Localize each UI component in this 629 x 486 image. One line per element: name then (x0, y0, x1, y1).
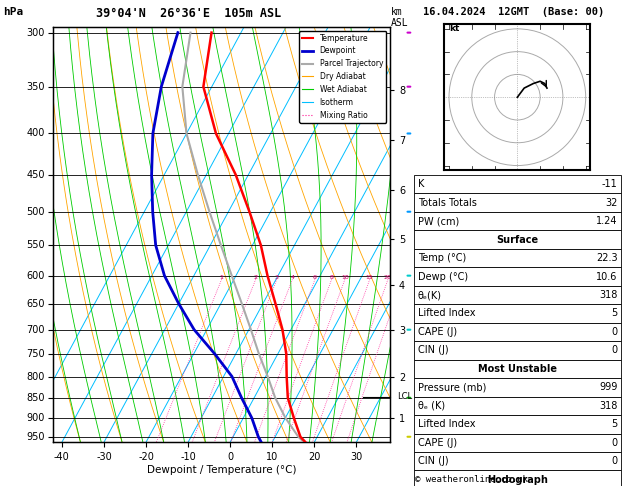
Text: 350: 350 (26, 82, 45, 92)
Text: Lifted Index: Lifted Index (418, 419, 475, 429)
Text: 2: 2 (253, 275, 257, 280)
Text: 39°04'N  26°36'E  105m ASL: 39°04'N 26°36'E 105m ASL (96, 7, 281, 20)
Text: Lifted Index: Lifted Index (418, 309, 475, 318)
Text: ASL: ASL (391, 18, 409, 28)
Text: 8: 8 (330, 275, 333, 280)
Text: 10.6: 10.6 (596, 272, 618, 281)
Text: LCL: LCL (397, 392, 412, 401)
Text: PW (cm): PW (cm) (418, 216, 459, 226)
Text: Temp (°C): Temp (°C) (418, 253, 466, 263)
Text: 3: 3 (275, 275, 279, 280)
Text: 550: 550 (26, 240, 45, 250)
Legend: Temperature, Dewpoint, Parcel Trajectory, Dry Adiabat, Wet Adiabat, Isotherm, Mi: Temperature, Dewpoint, Parcel Trajectory… (299, 31, 386, 122)
Text: Totals Totals: Totals Totals (418, 198, 477, 208)
Text: 450: 450 (26, 170, 45, 180)
Text: 900: 900 (26, 413, 45, 423)
Text: Surface: Surface (497, 235, 538, 244)
Text: 318: 318 (599, 401, 618, 411)
Text: CAPE (J): CAPE (J) (418, 327, 457, 337)
Text: 999: 999 (599, 382, 618, 392)
Text: 4: 4 (290, 275, 294, 280)
Text: 850: 850 (26, 393, 45, 403)
Text: 650: 650 (26, 299, 45, 309)
Text: 0: 0 (611, 327, 618, 337)
Text: 0: 0 (611, 346, 618, 355)
Text: 300: 300 (26, 28, 45, 37)
Text: 22.3: 22.3 (596, 253, 618, 263)
Text: 700: 700 (26, 325, 45, 335)
Text: 1.24: 1.24 (596, 216, 618, 226)
Text: 750: 750 (26, 349, 45, 359)
Text: 800: 800 (26, 371, 45, 382)
Text: km: km (391, 7, 403, 17)
Text: 5: 5 (611, 419, 618, 429)
Text: θₑ(K): θₑ(K) (418, 290, 442, 300)
Text: K: K (418, 179, 424, 189)
Text: 0: 0 (611, 456, 618, 466)
Text: 318: 318 (599, 290, 618, 300)
Text: 400: 400 (26, 128, 45, 139)
Text: 950: 950 (26, 432, 45, 442)
Text: 16.04.2024  12GMT  (Base: 00): 16.04.2024 12GMT (Base: 00) (423, 7, 604, 17)
Text: Dewp (°C): Dewp (°C) (418, 272, 468, 281)
Text: CIN (J): CIN (J) (418, 456, 448, 466)
Text: CAPE (J): CAPE (J) (418, 438, 457, 448)
Text: hPa: hPa (3, 7, 23, 17)
Text: Mixing Ratio (g/kg): Mixing Ratio (g/kg) (416, 195, 425, 274)
Text: 15: 15 (365, 275, 374, 280)
Text: © weatheronline.co.uk: © weatheronline.co.uk (415, 474, 528, 484)
Text: kt: kt (449, 24, 459, 33)
Text: 1: 1 (220, 275, 223, 280)
Text: 32: 32 (605, 198, 618, 208)
Text: Most Unstable: Most Unstable (478, 364, 557, 374)
Text: 500: 500 (26, 207, 45, 217)
Text: θₑ (K): θₑ (K) (418, 401, 445, 411)
Text: 6: 6 (313, 275, 317, 280)
Text: 10: 10 (341, 275, 348, 280)
Text: 600: 600 (26, 271, 45, 280)
Text: 20: 20 (384, 275, 392, 280)
Text: 5: 5 (611, 309, 618, 318)
Text: Pressure (mb): Pressure (mb) (418, 382, 486, 392)
X-axis label: Dewpoint / Temperature (°C): Dewpoint / Temperature (°C) (147, 465, 296, 475)
Text: Hodograph: Hodograph (487, 475, 548, 485)
Text: 0: 0 (611, 438, 618, 448)
Text: CIN (J): CIN (J) (418, 346, 448, 355)
Text: -11: -11 (602, 179, 618, 189)
